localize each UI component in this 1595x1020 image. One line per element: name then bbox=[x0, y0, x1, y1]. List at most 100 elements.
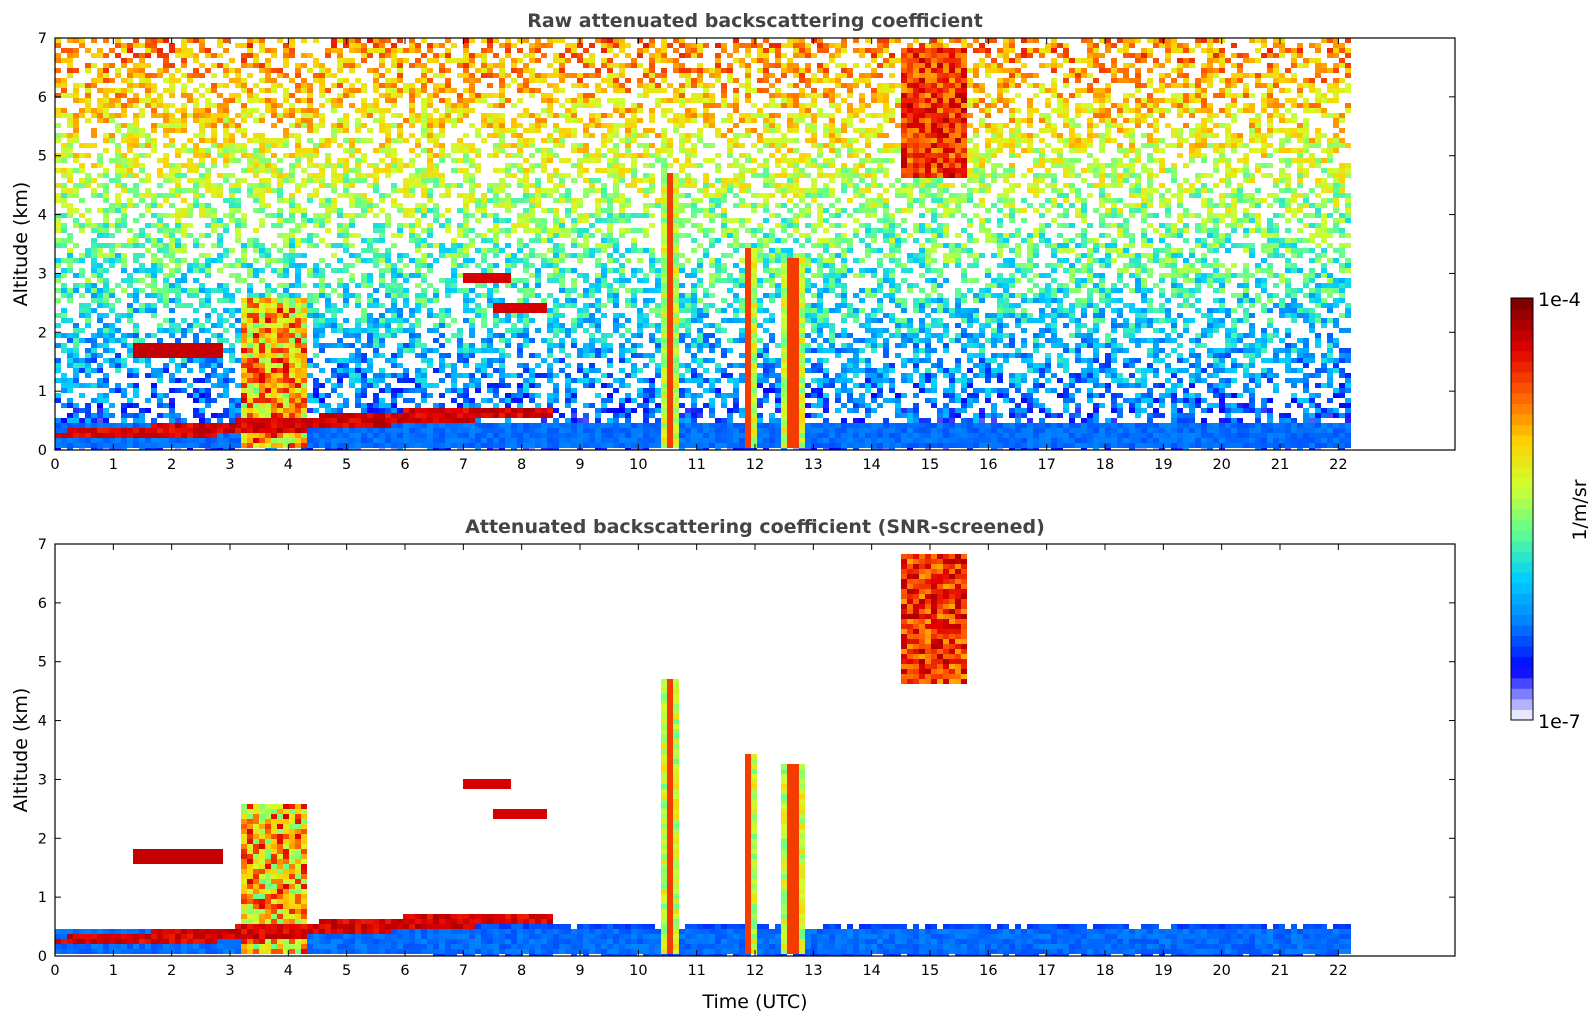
heatmap-cell bbox=[295, 348, 301, 353]
heatmap-cell bbox=[433, 208, 439, 213]
heatmap-cell bbox=[361, 278, 367, 283]
heatmap-cell bbox=[559, 223, 565, 228]
heatmap-cell bbox=[325, 228, 331, 233]
heatmap-cell bbox=[343, 138, 349, 143]
heatmap-cell bbox=[439, 128, 445, 133]
heatmap-cell bbox=[253, 403, 259, 408]
heatmap-cell bbox=[115, 148, 121, 153]
heatmap-cell bbox=[259, 383, 265, 388]
heatmap-cell bbox=[289, 108, 295, 113]
heatmap-cell bbox=[439, 143, 445, 148]
heatmap-cell bbox=[211, 333, 217, 338]
heatmap-cell bbox=[475, 133, 481, 138]
heatmap-cell bbox=[463, 133, 469, 138]
heatmap-cell bbox=[517, 258, 523, 263]
heatmap-cell bbox=[343, 183, 349, 188]
heatmap-cell bbox=[349, 148, 355, 153]
heatmap-cell bbox=[553, 298, 559, 303]
heatmap-cell bbox=[505, 128, 511, 133]
heatmap-cell bbox=[61, 143, 67, 148]
heatmap-cell bbox=[583, 153, 589, 158]
heatmap-cell bbox=[277, 273, 283, 278]
heatmap-cell bbox=[295, 373, 301, 378]
heatmap-cell bbox=[283, 363, 289, 368]
heatmap-cell bbox=[103, 438, 109, 443]
heatmap-cell bbox=[265, 418, 271, 423]
heatmap-cell bbox=[421, 263, 427, 268]
heatmap-cell bbox=[319, 288, 325, 293]
heatmap-cell bbox=[439, 223, 445, 228]
heatmap-cell bbox=[85, 363, 91, 368]
heatmap-cell bbox=[625, 288, 631, 293]
heatmap-cell bbox=[97, 153, 103, 158]
heatmap-cell bbox=[211, 398, 217, 403]
heatmap-cell bbox=[223, 83, 229, 88]
heatmap-cell bbox=[415, 418, 421, 423]
heatmap-cell bbox=[601, 88, 607, 93]
heatmap-cell bbox=[199, 378, 205, 383]
heatmap-cell bbox=[619, 178, 625, 183]
heatmap-cell bbox=[223, 148, 229, 153]
heatmap-cell bbox=[103, 288, 109, 293]
heatmap-cell bbox=[469, 308, 475, 313]
heatmap-cell bbox=[475, 233, 481, 238]
heatmap-cell bbox=[553, 263, 559, 268]
heatmap-cell bbox=[241, 258, 247, 263]
heatmap-cell bbox=[355, 388, 361, 393]
heatmap-cell bbox=[499, 103, 505, 108]
heatmap-cell bbox=[277, 368, 283, 373]
heatmap-cell bbox=[91, 63, 97, 68]
heatmap-cell bbox=[295, 243, 301, 248]
heatmap-cell bbox=[361, 403, 367, 408]
heatmap-cell bbox=[517, 123, 523, 128]
heatmap-cell bbox=[349, 293, 355, 298]
heatmap-cell bbox=[553, 438, 559, 443]
heatmap-cell bbox=[499, 218, 505, 223]
heatmap-cell bbox=[595, 208, 601, 213]
heatmap-cell bbox=[181, 173, 187, 178]
heatmap-cell bbox=[355, 298, 361, 303]
heatmap-cell bbox=[583, 143, 589, 148]
heatmap-cell bbox=[373, 228, 379, 233]
heatmap-cell bbox=[259, 178, 265, 183]
heatmap-cell bbox=[103, 133, 109, 138]
heatmap-cell bbox=[139, 338, 145, 343]
heatmap-cell bbox=[193, 38, 199, 43]
heatmap-cell bbox=[649, 63, 655, 68]
heatmap-cell bbox=[241, 108, 247, 113]
heatmap-cell bbox=[175, 363, 181, 368]
heatmap-cell bbox=[277, 198, 283, 203]
heatmap-cell bbox=[433, 338, 439, 343]
heatmap-cell bbox=[541, 373, 547, 378]
heatmap-cell bbox=[577, 308, 583, 313]
heatmap-cell bbox=[499, 88, 505, 93]
heatmap-cell bbox=[97, 278, 103, 283]
heatmap-cell bbox=[415, 268, 421, 273]
heatmap-cell bbox=[265, 68, 271, 73]
heatmap-cell bbox=[517, 88, 523, 93]
heatmap-cell bbox=[91, 423, 97, 428]
heatmap-cell bbox=[577, 198, 583, 203]
heatmap-cell bbox=[337, 433, 343, 438]
heatmap-cell bbox=[379, 48, 385, 53]
heatmap-cell bbox=[625, 118, 631, 123]
heatmap-cell bbox=[151, 353, 157, 358]
heatmap-cell bbox=[349, 48, 355, 53]
heatmap-cell bbox=[403, 213, 409, 218]
heatmap-cell bbox=[397, 163, 403, 168]
heatmap-cell bbox=[91, 193, 97, 198]
heatmap-cell bbox=[265, 168, 271, 173]
heatmap-cell bbox=[469, 348, 475, 353]
heatmap-cell bbox=[121, 313, 127, 318]
heatmap-cell bbox=[109, 223, 115, 228]
heatmap-cell bbox=[343, 123, 349, 128]
heatmap-cell bbox=[313, 108, 319, 113]
heatmap-cell bbox=[595, 258, 601, 263]
heatmap-cell bbox=[367, 248, 373, 253]
heatmap-cell bbox=[499, 98, 505, 103]
heatmap-cell bbox=[463, 393, 469, 398]
heatmap-cell bbox=[517, 278, 523, 283]
heatmap-cell bbox=[595, 148, 601, 153]
heatmap-cell bbox=[73, 343, 79, 348]
heatmap-cell bbox=[133, 93, 139, 98]
